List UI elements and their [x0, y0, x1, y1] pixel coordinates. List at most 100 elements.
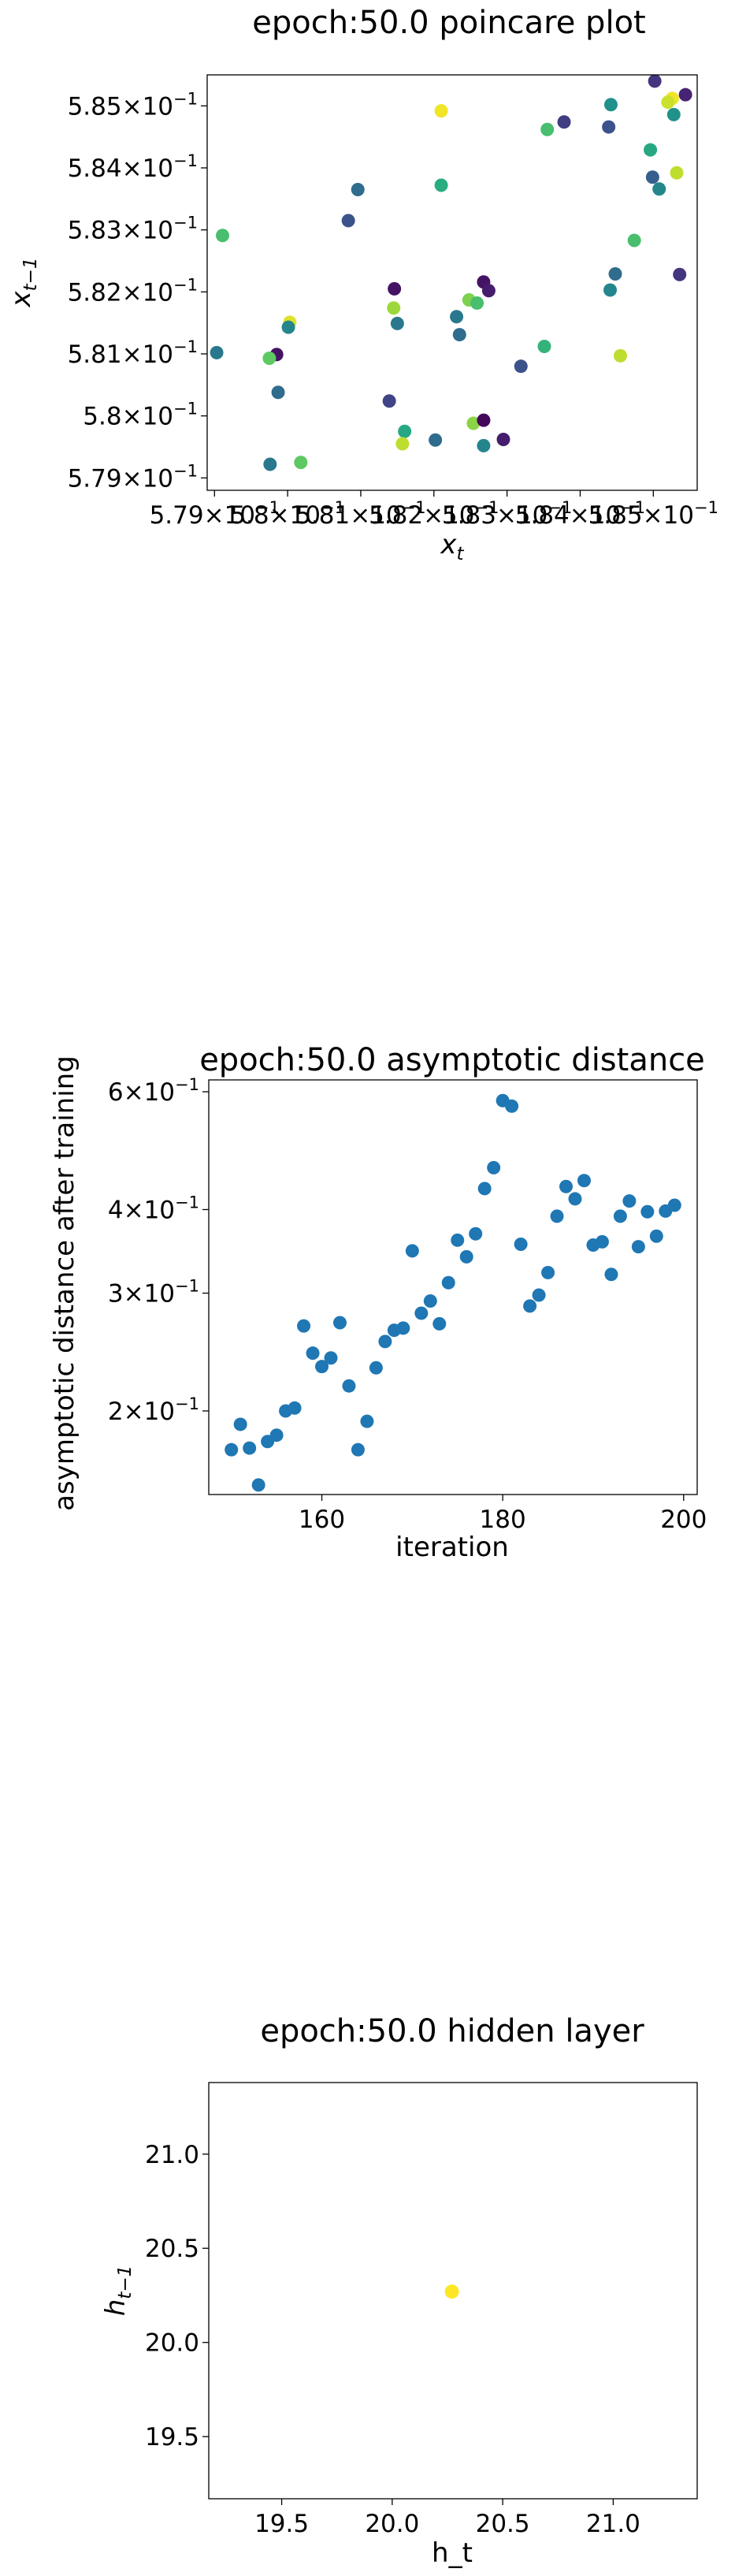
tick-mantissa: 5.82 [68, 278, 122, 307]
tick-mantissa: 4 [108, 1196, 124, 1224]
data-point-13 [603, 98, 618, 112]
data-point-9 [627, 233, 641, 248]
data-point-16 [540, 122, 555, 136]
tick-times-ten: ×10 [122, 464, 173, 493]
data-point-47 [649, 1229, 663, 1243]
y-axis-label: xt−1 [6, 257, 41, 307]
tick-exponent: −1 [175, 1394, 199, 1413]
tick-times-ten: ×10 [122, 403, 173, 431]
data-point-17 [614, 348, 628, 363]
tick-times-ten: ×10 [350, 501, 401, 530]
data-point-25 [451, 1233, 465, 1247]
y-axis-label: ht−1 [100, 2265, 135, 2317]
tick-times-ten: ×10 [124, 1280, 175, 1308]
y-tick-label: 5.85×10−1 [68, 89, 198, 121]
data-point-29 [388, 281, 402, 296]
data-point-14 [602, 120, 616, 134]
tick-exponent: −1 [173, 214, 198, 233]
data-point-4 [666, 107, 681, 121]
tick-mantissa: 5.79 [68, 464, 122, 493]
data-point-38 [395, 437, 410, 451]
x-tick-label: 180 [480, 1506, 526, 1534]
y-tick-label: 20.0 [145, 2329, 199, 2358]
data-point-17 [378, 1335, 392, 1349]
plot-frame [208, 1079, 698, 1495]
x-axis-label: iteration [395, 1532, 509, 1563]
data-point-5 [269, 1428, 284, 1442]
data-point-32 [514, 1237, 528, 1251]
data-point-30 [390, 316, 404, 330]
chart-title: epoch:50.0 poincare plot [252, 5, 645, 41]
data-point-0 [648, 74, 662, 88]
tick-mantissa: 5.84 [515, 501, 570, 530]
data-point-48 [263, 457, 277, 471]
tick-exponent: −1 [173, 89, 198, 108]
data-point-41 [595, 1234, 609, 1249]
tick-times-ten: ×10 [122, 278, 173, 307]
tick-times-ten: ×10 [124, 1398, 175, 1426]
y-label-main: x [6, 291, 37, 308]
data-point-37 [398, 424, 412, 438]
data-point-11 [608, 266, 622, 281]
data-point-47 [271, 385, 285, 400]
y-label-sub: t−1 [115, 2265, 135, 2299]
plot-frame [208, 2082, 698, 2500]
tick-exponent: −1 [173, 151, 198, 170]
tick-exponent: −1 [175, 1193, 199, 1212]
tick-exponent: −1 [173, 400, 198, 419]
tick-times-ten: ×10 [124, 1196, 175, 1224]
data-point-20 [405, 1244, 419, 1258]
tick-times-ten: ×10 [122, 154, 173, 183]
tick-mantissa: 5.8 [230, 501, 269, 530]
data-point-5 [644, 143, 658, 157]
data-point-26 [434, 178, 448, 192]
data-point-1 [233, 1417, 247, 1431]
data-point-31 [505, 1099, 519, 1113]
y-tick-label: 3×10−1 [108, 1277, 199, 1308]
data-point-10 [673, 267, 687, 281]
tick-times-ten: ×10 [423, 501, 474, 530]
data-point-0 [444, 2284, 459, 2299]
tick-exponent: −1 [175, 1277, 199, 1296]
plot-frame [206, 74, 698, 491]
data-point-3 [251, 1478, 265, 1492]
y-label-main: h [100, 2299, 132, 2317]
data-point-40 [341, 214, 355, 228]
y-tick-label: 5.84×10−1 [68, 151, 198, 183]
data-point-21 [481, 284, 496, 298]
data-point-46 [262, 351, 277, 365]
data-point-14 [351, 1442, 365, 1457]
tick-mantissa: 5.83 [442, 501, 496, 530]
data-point-19 [514, 359, 528, 374]
data-point-39 [351, 183, 365, 197]
y-tick-label: 19.5 [145, 2423, 199, 2451]
tick-times-ten: ×10 [570, 501, 621, 530]
tick-exponent: −1 [548, 498, 572, 517]
data-point-43 [281, 320, 295, 334]
tick-mantissa: 5.82 [369, 501, 423, 530]
tick-times-ten: ×10 [643, 501, 694, 530]
y-tick-label: 5.83×10−1 [68, 214, 198, 245]
tick-exponent: −1 [694, 498, 718, 517]
data-point-33 [477, 413, 491, 427]
data-point-49 [294, 456, 308, 470]
tick-mantissa: 5.8 [83, 403, 121, 431]
data-point-25 [452, 328, 466, 342]
data-point-36 [429, 433, 443, 447]
asymptotic-chart: epoch:50.0 asymptotic distance2×10−13×10… [49, 1042, 707, 1563]
data-point-43 [613, 1209, 627, 1223]
tick-mantissa: 5.81 [295, 501, 350, 530]
data-point-42 [604, 1268, 618, 1282]
x-axis-label: xt [440, 529, 464, 564]
x-tick-label: 20.5 [476, 2510, 530, 2538]
x-tick-label: 5.85×10−1 [588, 498, 718, 530]
data-point-26 [459, 1249, 473, 1264]
x-tick-label: 5.81×10−1 [295, 498, 425, 530]
y-tick-label: 5.79×10−1 [68, 461, 198, 493]
data-point-29 [487, 1160, 501, 1174]
data-point-39 [577, 1174, 591, 1188]
hidden-layer-chart: epoch:50.0 hidden layer 19.5 20.0 20.5 21.0 1… [100, 2013, 698, 2569]
data-point-18 [537, 340, 551, 354]
y-tick-label: 2×10−1 [108, 1394, 199, 1426]
